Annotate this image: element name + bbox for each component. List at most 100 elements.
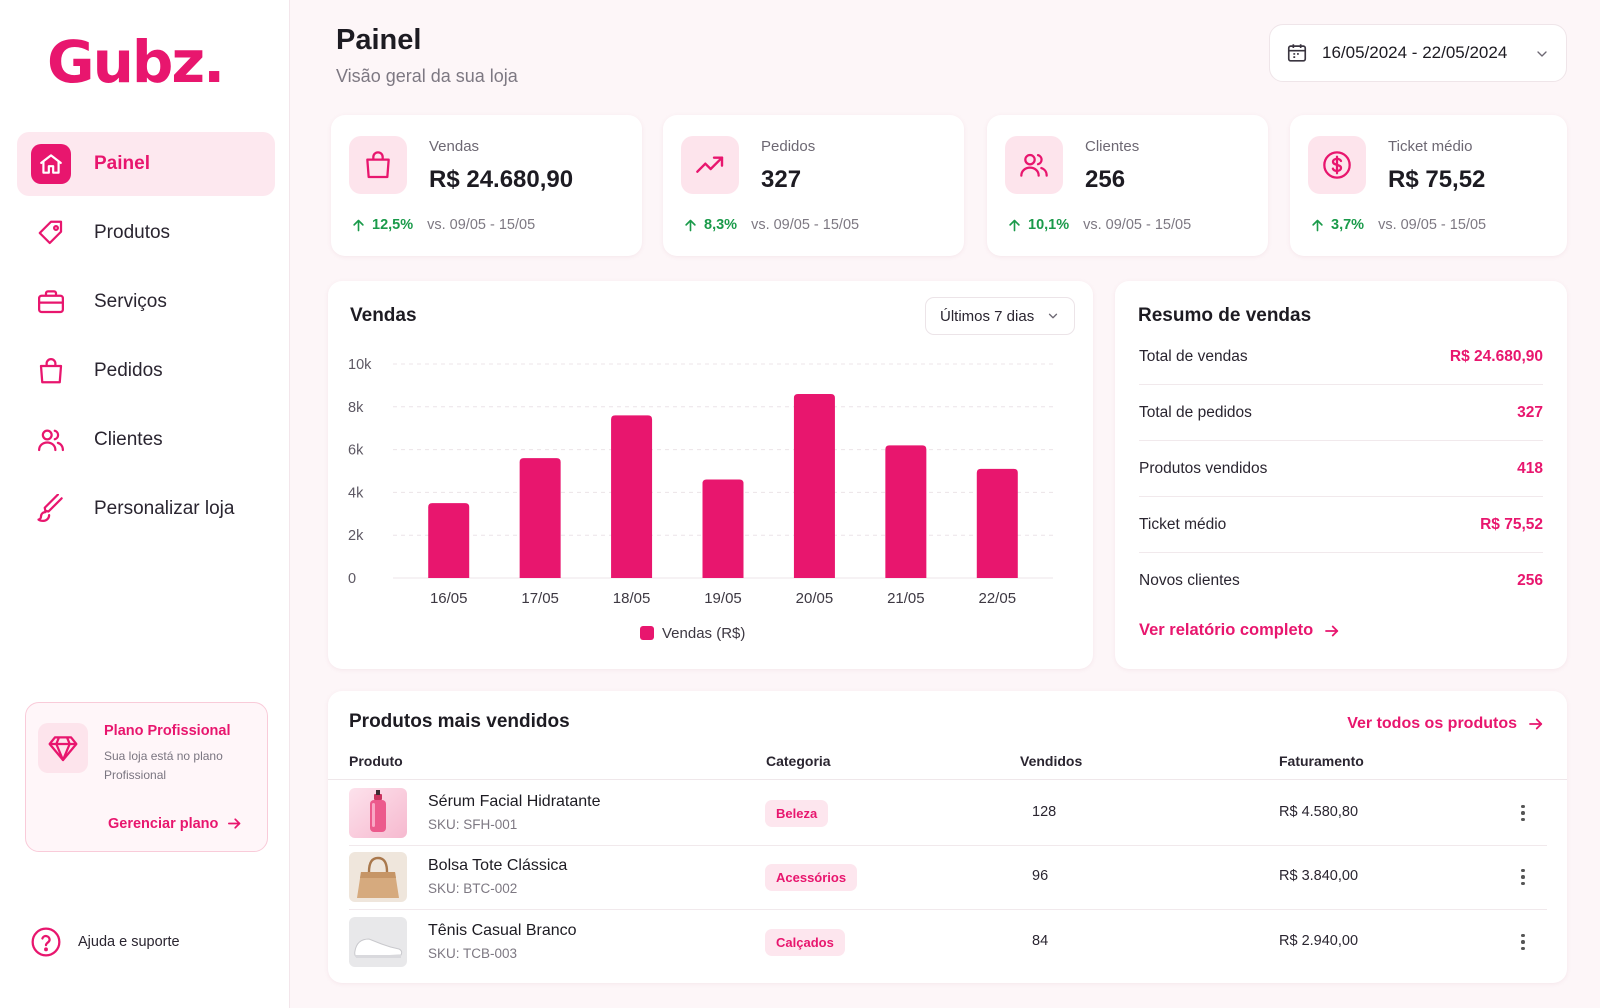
x-tick-label: 21/05 <box>887 590 925 607</box>
sales-bar-chart: 0 2k 4k 6k 8k 10k 16/05 17/05 18/05 19/05 20/05 21/… <box>348 357 1053 642</box>
chart-range-value: Últimos 7 dias <box>940 307 1035 325</box>
sales-chart-title: Vendas <box>350 305 417 326</box>
x-tick-label: 18/05 <box>613 590 651 607</box>
chart-bar <box>428 503 470 578</box>
chevron-down-icon <box>1049 313 1058 319</box>
y-tick-label: 4k <box>348 485 364 501</box>
stat-value: 327 <box>761 166 802 193</box>
x-tick-label: 17/05 <box>521 590 559 607</box>
x-tick-label: 16/05 <box>430 590 468 607</box>
tag-icon <box>31 213 71 253</box>
product-revenue: R$ 4.580,80 <box>1279 804 1359 820</box>
stat-compare: vs. 09/05 - 15/05 <box>1378 217 1487 233</box>
shopping-bag-icon <box>349 136 407 194</box>
stat-card-pedidos: Pedidos 327 8,3% vs. 09/05 - 15/05 <box>663 115 964 256</box>
arrow-up-icon <box>1009 219 1020 231</box>
briefcase-icon <box>31 282 71 322</box>
shopping-bag-icon <box>31 351 71 391</box>
chart-bar <box>976 468 1018 578</box>
more-options-icon[interactable] <box>1513 862 1533 892</box>
stat-footer: 8,3% vs. 09/05 - 15/05 <box>683 217 859 233</box>
summary-row-produtos-vendidos: Produtos vendidos 418 <box>1139 441 1543 497</box>
trending-up-icon <box>681 136 739 194</box>
product-name: Bolsa Tote Clássica <box>428 857 568 874</box>
y-tick-label: 0 <box>348 571 356 587</box>
table-row[interactable]: Tênis Casual Branco SKU: TCB-003 Calçado… <box>328 909 1567 974</box>
arrow-right-icon <box>228 818 241 829</box>
page-subtitle: Visão geral da sua loja <box>336 66 518 86</box>
sidebar-item-produtos[interactable]: Produtos <box>17 201 275 265</box>
summary-value: 327 <box>1517 403 1543 421</box>
stat-value: R$ 75,52 <box>1388 166 1486 193</box>
brush-icon <box>31 489 71 529</box>
chart-bar <box>702 479 744 578</box>
summary-row-total-vendas: Total de vendas R$ 24.680,90 <box>1139 329 1543 385</box>
stat-card-vendas: Vendas R$ 24.680,90 12,5% vs. 09/05 - 15… <box>331 115 642 256</box>
category-badge: Acessórios <box>765 864 858 891</box>
row-divider <box>349 909 1547 910</box>
dollar-circle-icon <box>1308 136 1366 194</box>
stat-card-clientes: Clientes 256 10,1% vs. 09/05 - 15/05 <box>987 115 1268 256</box>
column-header-vendidos[interactable]: Vendidos <box>1020 753 1083 769</box>
summary-label: Total de vendas <box>1139 347 1248 365</box>
chart-bar <box>885 445 927 578</box>
sidebar-item-label: Painel <box>94 153 150 174</box>
sidebar-item-personalizar-loja[interactable]: Personalizar loja <box>17 477 275 541</box>
product-sold-count: 84 <box>1032 933 1049 949</box>
sidebar: Gubz. Painel Produtos Serviços Pedidos <box>0 0 290 1008</box>
manage-plan-link[interactable]: Gerenciar plano <box>108 815 243 832</box>
diamond-icon <box>38 723 88 773</box>
chart-range-select[interactable]: Últimos 7 dias <box>925 297 1075 335</box>
more-options-icon[interactable] <box>1513 798 1533 828</box>
view-all-products-link[interactable]: Ver todos os produtos <box>1347 715 1545 733</box>
summary-value: R$ 24.680,90 <box>1449 347 1543 365</box>
sidebar-item-clientes[interactable]: Clientes <box>17 408 275 472</box>
column-header-produto[interactable]: Produto <box>349 753 403 769</box>
product-image-tote-bag <box>349 852 407 902</box>
table-row[interactable]: Bolsa Tote Clássica SKU: BTC-002 Acessór… <box>328 844 1567 909</box>
category-badge: Calçados <box>765 929 845 956</box>
page-title: Painel <box>336 24 422 56</box>
x-tick-label: 20/05 <box>796 590 834 607</box>
summary-value: 418 <box>1517 459 1543 477</box>
column-header-categoria[interactable]: Categoria <box>766 753 831 769</box>
stat-compare: vs. 09/05 - 15/05 <box>751 217 860 233</box>
summary-label: Ticket médio <box>1139 515 1227 533</box>
sidebar-item-label: Personalizar loja <box>94 498 235 519</box>
sidebar-item-painel[interactable]: Painel <box>17 132 275 196</box>
summary-value: 256 <box>1517 572 1543 589</box>
date-range-value: 16/05/2024 - 22/05/2024 <box>1322 43 1508 62</box>
product-name: Sérum Facial Hidratante <box>428 793 601 810</box>
summary-value: R$ 75,52 <box>1480 515 1543 533</box>
sidebar-item-pedidos[interactable]: Pedidos <box>17 339 275 403</box>
sidebar-item-label: Produtos <box>94 222 171 243</box>
stat-label: Clientes <box>1085 138 1140 155</box>
legend-label: Vendas (R$) <box>662 625 745 642</box>
help-support-link[interactable]: Ajuda e suporte <box>30 926 180 958</box>
product-name: Tênis Casual Branco <box>428 922 577 939</box>
users-icon <box>1005 136 1063 194</box>
table-row[interactable]: Sérum Facial Hidratante SKU: SFH-001 Bel… <box>328 780 1567 845</box>
stat-change: 10,1% <box>1028 217 1070 233</box>
full-report-link[interactable]: Ver relatório completo <box>1139 621 1341 640</box>
product-sku: SKU: BTC-002 <box>428 881 518 896</box>
chart-bar <box>611 415 653 578</box>
stat-value: 256 <box>1085 166 1126 193</box>
date-range-picker[interactable]: 16/05/2024 - 22/05/2024 <box>1269 24 1567 82</box>
sidebar-item-label: Pedidos <box>94 360 163 381</box>
arrow-right-icon <box>1325 625 1339 636</box>
stat-change: 12,5% <box>372 217 414 233</box>
help-label: Ajuda e suporte <box>78 934 180 950</box>
legend-swatch <box>640 626 654 640</box>
calendar-icon <box>1287 44 1307 62</box>
sidebar-item-servicos[interactable]: Serviços <box>17 270 275 334</box>
users-icon <box>31 420 71 460</box>
view-all-products-label: Ver todos os produtos <box>1347 715 1517 732</box>
more-options-icon[interactable] <box>1513 927 1533 957</box>
summary-row-ticket-medio: Ticket médio R$ 75,52 <box>1139 497 1543 553</box>
arrow-up-icon <box>353 219 364 231</box>
y-tick-label: 6k <box>348 443 364 459</box>
column-header-faturamento[interactable]: Faturamento <box>1279 753 1364 769</box>
x-tick-label: 19/05 <box>704 590 742 607</box>
brand-logo[interactable]: Gubz. <box>47 28 225 96</box>
